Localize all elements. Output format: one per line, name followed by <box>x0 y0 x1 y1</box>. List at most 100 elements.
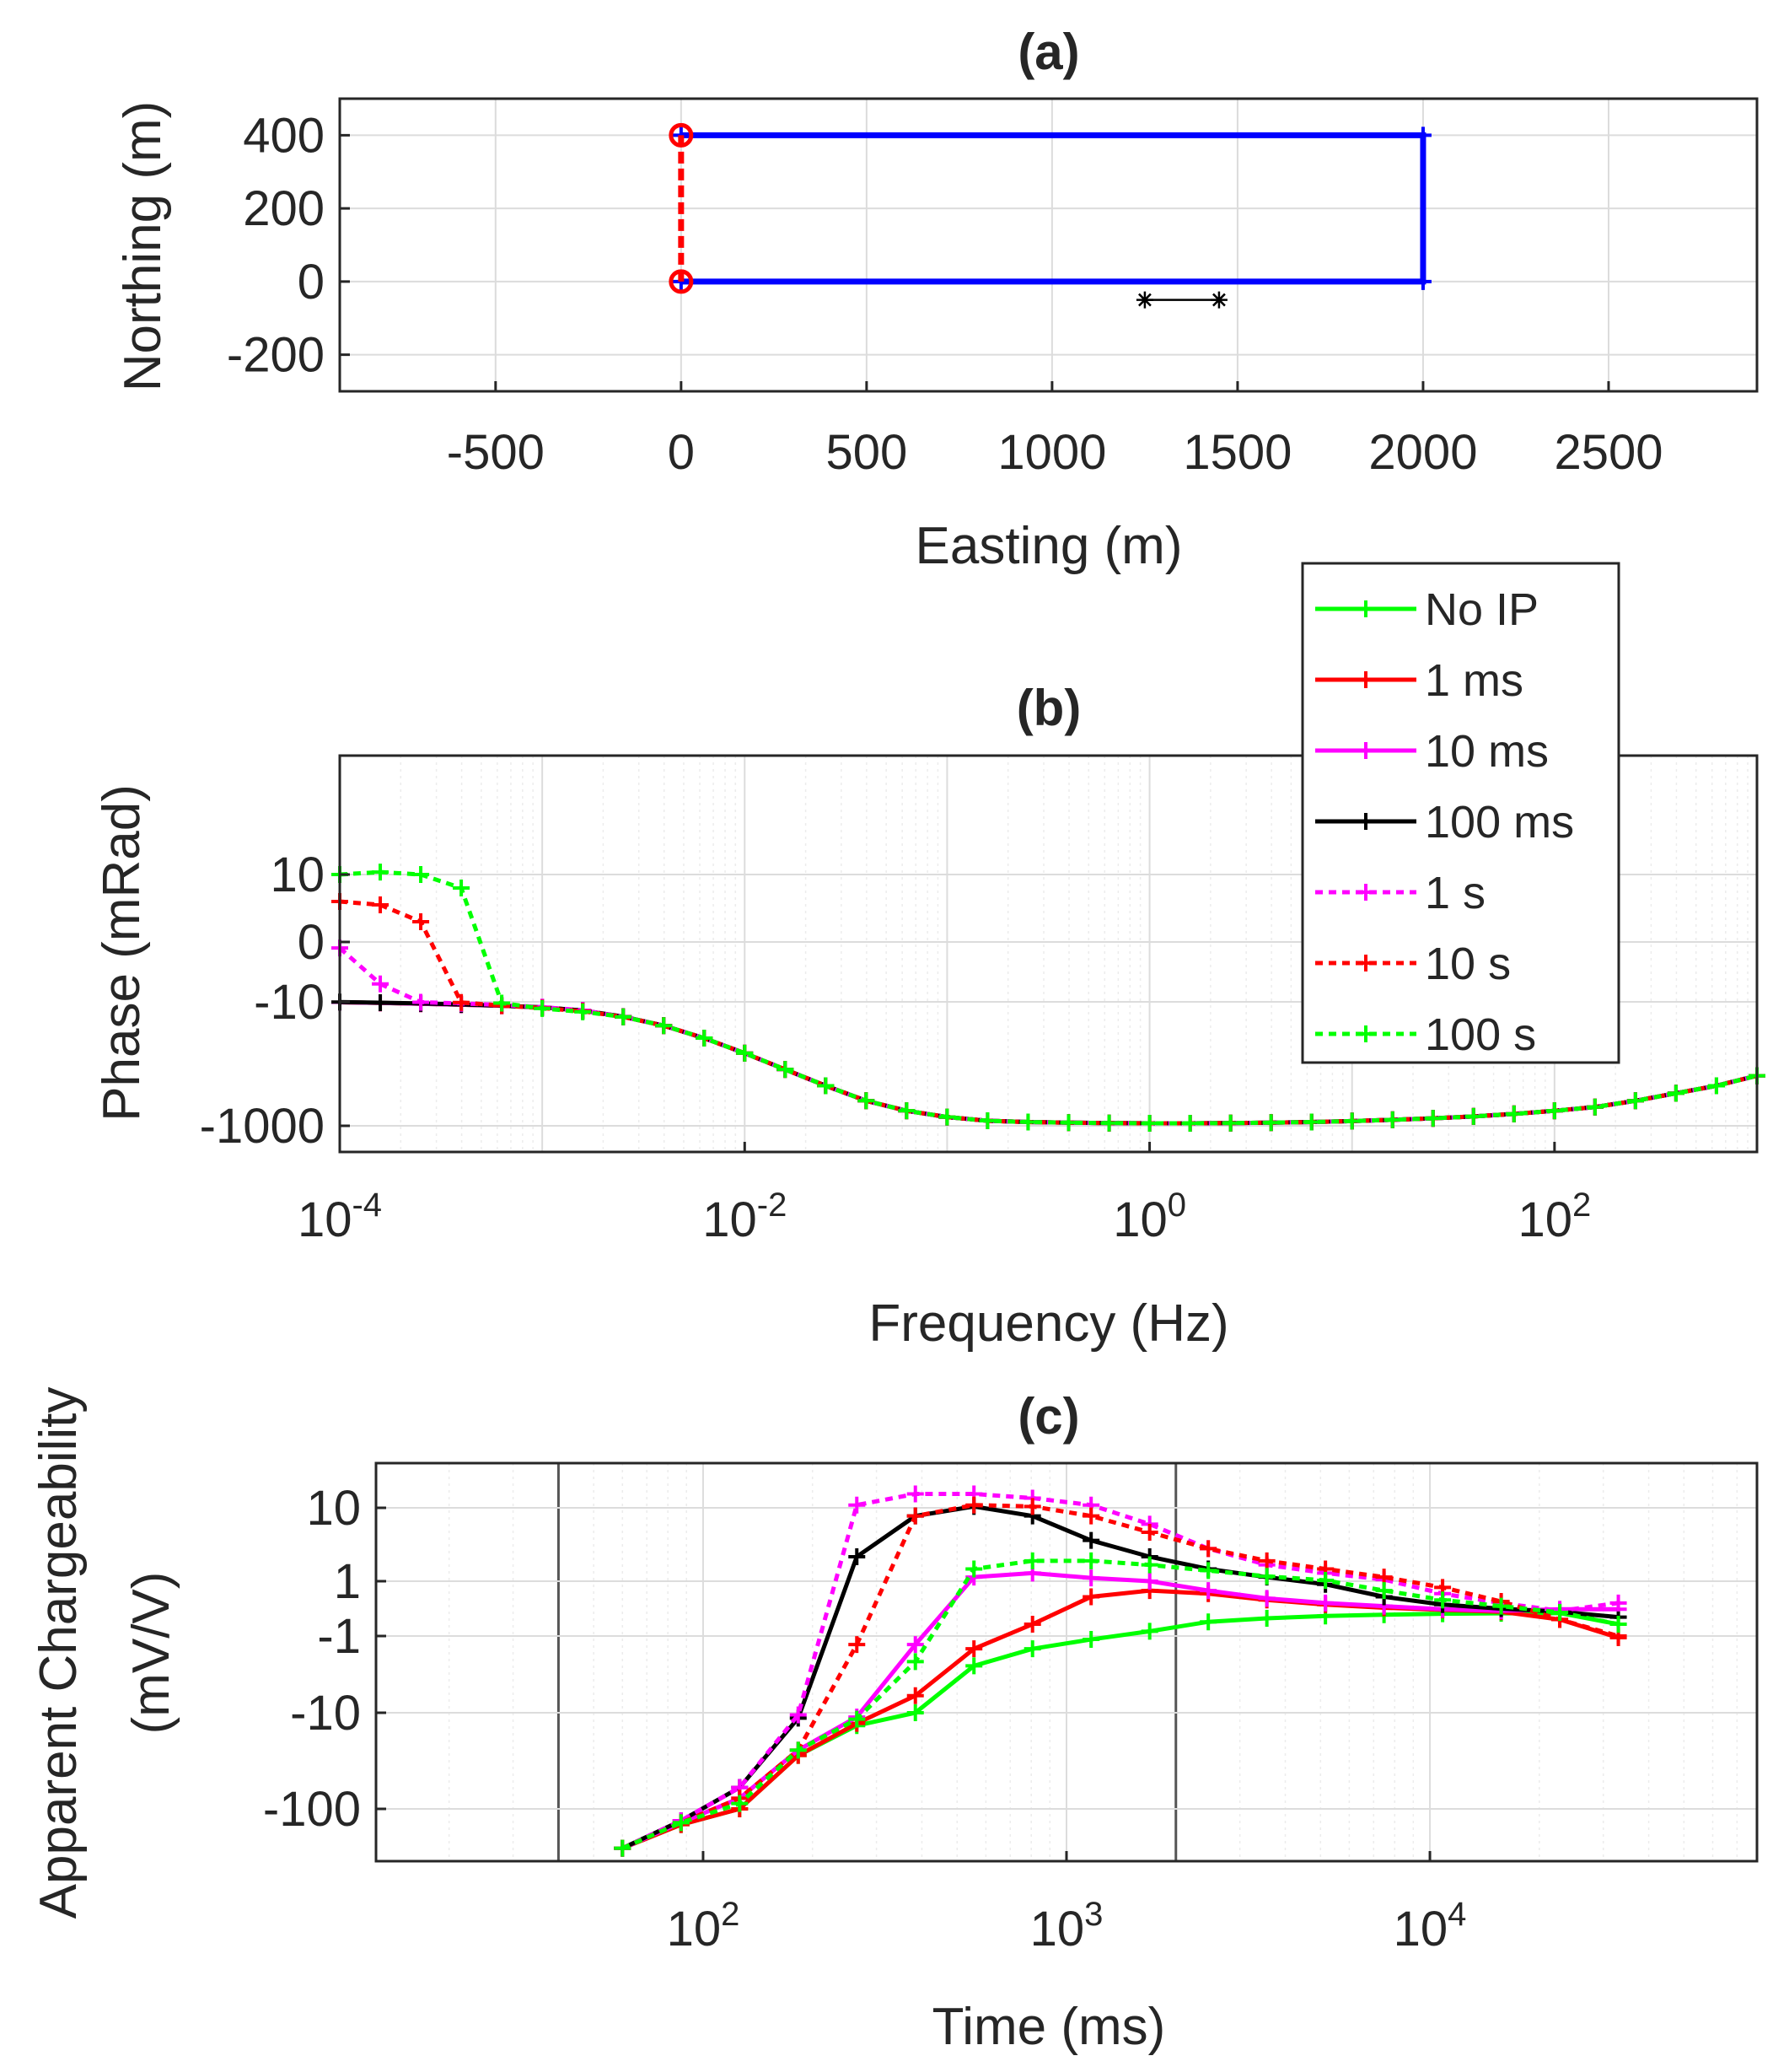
legend: No IP 1 ms 10 ms 100 ms 1 s 10 s 100 s <box>1301 562 1620 1064</box>
panel-b-series <box>331 864 1765 1133</box>
b-point <box>696 1030 713 1047</box>
c-point <box>906 1507 924 1525</box>
a-vertex-marker <box>1414 126 1432 144</box>
a-xtick-label: 1500 <box>1183 425 1292 480</box>
c-point <box>1024 1552 1041 1569</box>
legend-label: 100 ms <box>1425 797 1574 848</box>
c-ytick-label: 10 <box>306 1481 361 1536</box>
c-line <box>621 1504 1619 1850</box>
b-point <box>372 975 390 993</box>
c-series-No-IP <box>614 1604 1627 1857</box>
c-series-1-ms <box>614 1582 1627 1857</box>
c-point <box>731 1795 749 1812</box>
panel-c: (c) 102 103 104 10 1-1 -10 -100 Time (ms) Appa… <box>30 1387 1759 2056</box>
b-point <box>412 993 430 1011</box>
legend-item-1-ms: 1 ms <box>1315 655 1523 706</box>
c-point <box>1141 1524 1158 1541</box>
b-point <box>534 999 551 1017</box>
c-point <box>906 1636 924 1654</box>
panel-a: (a) -500 0 500 1000 1500 2000 2500-2000200400 … <box>114 24 1759 575</box>
c-point <box>1609 1616 1627 1633</box>
c-line <box>621 1611 1620 1850</box>
c-point <box>1083 1552 1100 1569</box>
b-xtick-label: 10-4 <box>298 1187 382 1247</box>
b-ytick-label: -1000 <box>200 1099 325 1154</box>
legend-marker <box>1357 600 1374 617</box>
b-point <box>1464 1107 1482 1125</box>
b-point <box>1626 1092 1644 1110</box>
b-point <box>1343 1112 1361 1130</box>
c-ytick-label: -10 <box>290 1686 361 1741</box>
legend-label: No IP <box>1425 584 1539 635</box>
c-xtick-label: 104 <box>1394 1896 1467 1956</box>
legend-item-10-s: 10 s <box>1315 939 1511 989</box>
c-xtick-label: 103 <box>1030 1896 1104 1956</box>
c-series-100-ms <box>614 1498 1627 1857</box>
a-xtick-label: 2500 <box>1554 425 1663 480</box>
panel-a-xlabel: Easting (m) <box>916 517 1183 575</box>
b-point <box>1586 1098 1604 1116</box>
c-point <box>1141 1573 1158 1590</box>
legend-marker <box>1357 884 1374 901</box>
legend-item-100-s: 100 s <box>1315 1009 1536 1060</box>
a-ytick-label: 400 <box>243 108 325 163</box>
c-point <box>1200 1540 1217 1558</box>
c-line <box>621 1492 1619 1850</box>
b-point <box>372 864 390 881</box>
b-point <box>1222 1114 1239 1132</box>
c-point <box>789 1741 807 1759</box>
legend-item-No-IP: No IP <box>1315 584 1539 635</box>
b-point <box>1303 1113 1320 1131</box>
b-point <box>453 880 470 896</box>
c-point <box>1609 1594 1627 1612</box>
legend-item-1-s: 1 s <box>1315 868 1486 918</box>
b-point <box>1141 1115 1158 1133</box>
b-point <box>776 1061 794 1079</box>
panel-a-grid <box>340 99 1757 391</box>
b-point <box>1707 1077 1725 1095</box>
panel-b-xlabel: Frequency (Hz) <box>868 1294 1228 1353</box>
b-point <box>1100 1114 1118 1132</box>
c-point <box>1434 1591 1452 1609</box>
c-point <box>1141 1623 1158 1640</box>
panel-a-title: (a) <box>1018 24 1079 80</box>
panel-a-ylabel: Northing (m) <box>114 101 172 392</box>
c-xtick-label: 102 <box>667 1896 740 1956</box>
c-ytick-label: -1 <box>317 1609 361 1664</box>
b-point <box>1545 1102 1563 1120</box>
b-point <box>1060 1114 1077 1132</box>
c-point <box>848 1636 866 1654</box>
a-series-0 <box>680 132 1426 285</box>
b-point <box>938 1108 956 1126</box>
panel-a-ticks: -500 0 500 1000 1500 2000 2500 -200 0 200 400 <box>227 108 1663 480</box>
a-xtick-label: 500 <box>825 425 907 480</box>
a-ytick-label: 0 <box>298 255 325 309</box>
b-point <box>1383 1111 1401 1128</box>
c-point <box>1317 1594 1335 1612</box>
b-xtick-label: 102 <box>1518 1187 1591 1247</box>
panel-c-ylabel-line2: (mV/V) <box>122 1572 180 1735</box>
c-line <box>621 1503 1620 1850</box>
b-point <box>412 913 430 930</box>
b-point <box>817 1077 835 1095</box>
c-point <box>965 1640 983 1658</box>
c-point <box>789 1706 807 1724</box>
legend-item-100-ms: 100 ms <box>1315 797 1574 848</box>
c-point <box>1024 1640 1041 1658</box>
panel-c-ylabel-line1: Apparent Chargeability <box>30 1387 88 1919</box>
c-point <box>1551 1604 1569 1621</box>
c-point <box>1083 1531 1100 1549</box>
c-point <box>1083 1588 1100 1606</box>
b-point <box>372 994 390 1012</box>
c-point <box>1258 1568 1276 1585</box>
a-xtick-label: -500 <box>447 425 545 480</box>
c-point <box>1317 1572 1335 1590</box>
b-point <box>493 994 511 1012</box>
c-point <box>1258 1610 1276 1627</box>
b-series-100-s <box>331 864 1765 1133</box>
legend-label: 1 s <box>1425 868 1486 918</box>
c-ytick-label: 1 <box>334 1554 361 1609</box>
c-point <box>965 1657 983 1675</box>
a-vertex-marker <box>1414 272 1432 290</box>
